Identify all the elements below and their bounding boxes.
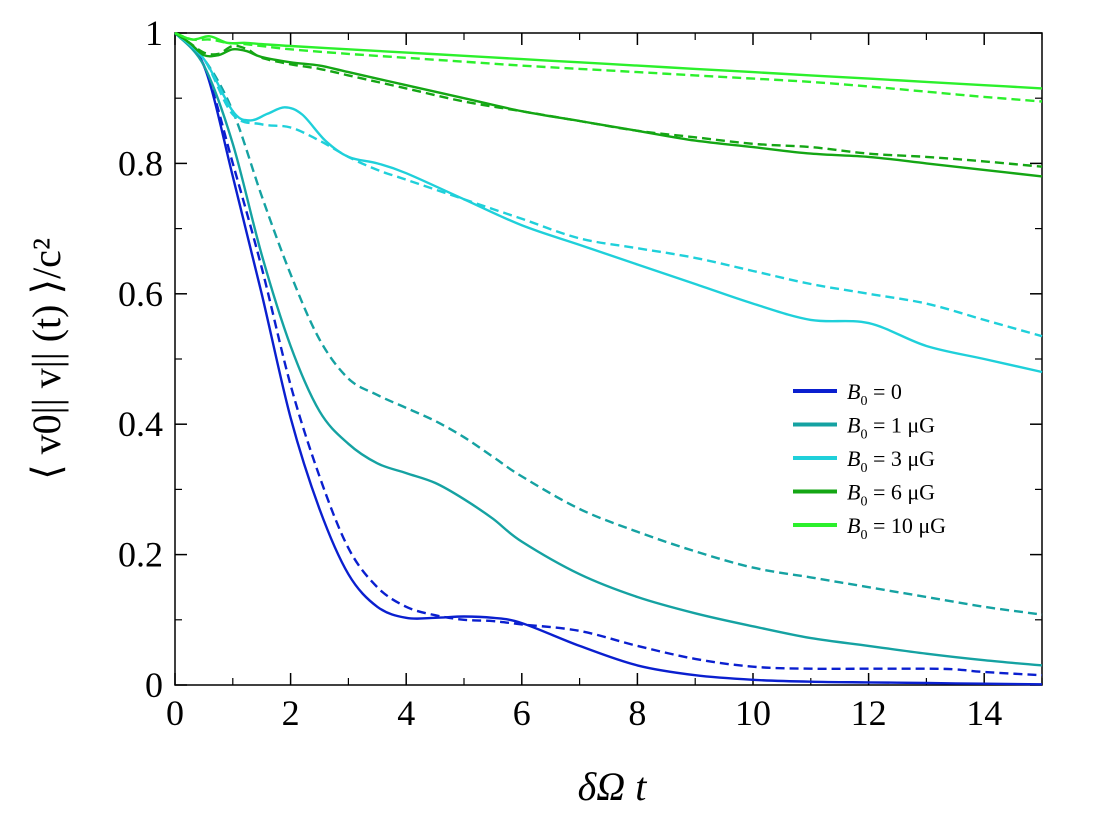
series-line-dashed [174,31,1043,103]
y-tick-label: 1 [145,13,163,53]
x-axis-label: δΩ t [578,764,648,809]
y-tick-label: 0.4 [118,404,163,444]
series-line-solid [174,32,1043,686]
series-line-solid [174,32,1043,667]
x-tick-label: 14 [966,693,1002,733]
series-line-solid [174,31,1043,90]
series-line-dashed [174,32,1043,616]
y-tick-labels: 0 0.2 0.4 0.6 0.8 1 [118,13,163,705]
legend-label: B0 = 10 μG [847,513,946,543]
x-tick-label: 6 [513,693,531,733]
y-tick-label: 0.2 [118,535,163,575]
series-line-dashed [174,32,1043,338]
legend-label: B0 = 1 μG [847,413,935,443]
x-tick-label: 4 [397,693,415,733]
legend-label: B0 = 0 [847,379,902,409]
x-tick-label: 8 [628,693,646,733]
y-tick-label: 0.8 [118,143,163,183]
y-tick-label: 0 [145,665,163,705]
legend-label: B0 = 3 μG [847,446,935,476]
series-line-solid [174,32,1043,178]
y-tick-label: 0.6 [118,274,163,314]
series-line-dashed [174,32,1043,168]
series-line-solid [174,32,1043,374]
x-tick-label: 12 [851,693,887,733]
x-tick-label: 10 [735,693,771,733]
legend-label: B0 = 6 μG [847,480,935,510]
y-axis-label: ⟨ v0|| v|| (t) ⟩/c² [24,238,69,480]
x-tick-label: 0 [166,693,184,733]
x-tick-label: 2 [282,693,300,733]
series-lines [174,31,1043,686]
x-tick-labels: 0 2 4 6 8 10 12 14 [166,693,1002,733]
series-line-dashed [174,32,1043,677]
